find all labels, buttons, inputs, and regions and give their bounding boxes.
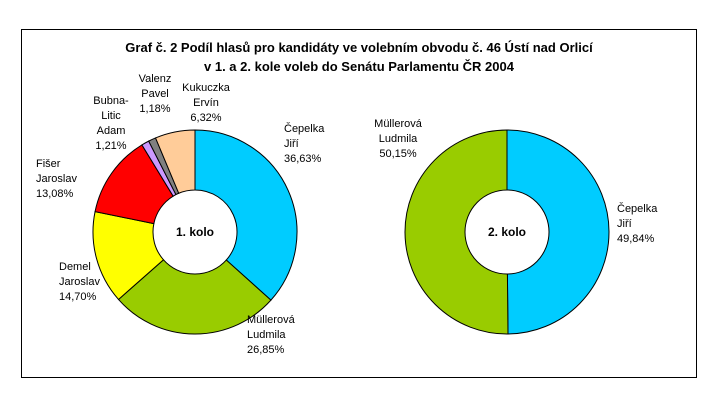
donut2-label-1: Čepelka Jiří 49,84%	[617, 202, 658, 245]
chart-frame: Graf č. 2 Podíl hlasů pro kandidáty ve v…	[21, 29, 697, 378]
donut1-center-label: 1. kolo	[176, 225, 214, 239]
donut1-slice-1	[194, 129, 298, 301]
donut1-slice-7	[154, 129, 196, 194]
donut1-label-3: Demel Jaroslav 14,70%	[59, 261, 100, 303]
donut1-label-2: Müllerová Ludmila 26,85%	[247, 314, 296, 356]
donut2-slice-1	[506, 129, 610, 335]
donut2-center-label: 2. kolo	[488, 225, 526, 239]
chart-canvas: Graf č. 2 Podíl hlasů pro kandidáty ve v…	[36, 40, 658, 356]
donut1-label-7: Kukuczka Ervín 6,32%	[182, 82, 231, 124]
donut1-slice-2	[117, 259, 272, 335]
donut2-label-2: Müllerová Ludmila 50,15%	[374, 118, 423, 160]
donut2-slice-2	[404, 129, 509, 335]
chart-title-line-2: v 1. a 2. kole voleb do Senátu Parlament…	[204, 59, 515, 74]
chart-title-line-1: Graf č. 2 Podíl hlasů pro kandidáty ve v…	[125, 40, 593, 55]
donut1-label-4: Fišer Jaroslav 13,08%	[36, 158, 77, 200]
donut1-label-1: Čepelka Jiří 36,63%	[284, 122, 325, 165]
donut1-label-6: Valenz Pavel 1,18%	[139, 73, 172, 115]
donut1-label-5: Bubna-Litic Adam 1,21%	[93, 95, 129, 152]
